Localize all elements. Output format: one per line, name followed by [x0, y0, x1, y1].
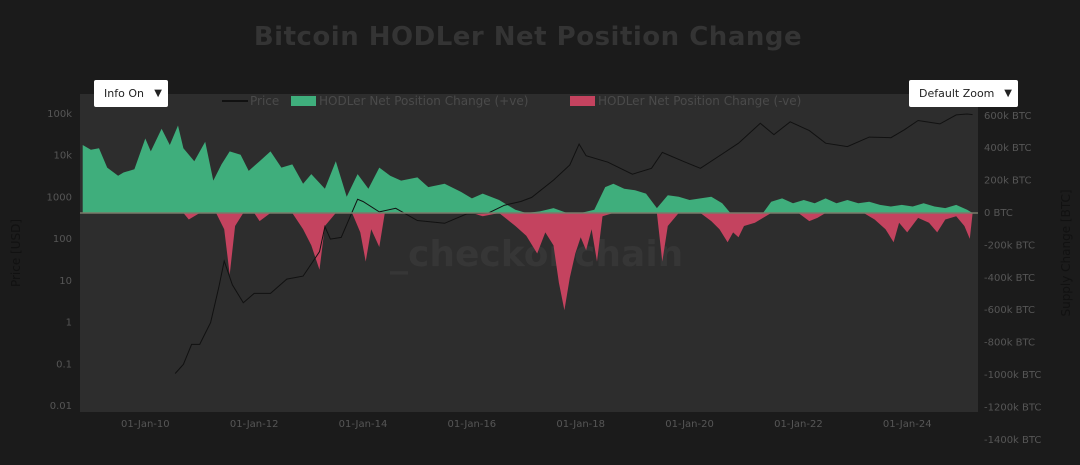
- y-right-axis-title: Supply Change [BTC]: [1059, 189, 1073, 316]
- x-tick-label: 01-Jan-24: [883, 419, 932, 430]
- x-tick-label: 01-Jan-22: [774, 419, 823, 430]
- legend-label[interactable]: HODLer Net Position Change (+ve): [319, 94, 528, 108]
- legend-label[interactable]: HODLer Net Position Change (-ve): [598, 94, 801, 108]
- y-left-tick-label: 100k: [47, 109, 72, 120]
- series-negative-area[interactable]: [82, 213, 973, 311]
- series-positive-area[interactable]: [82, 125, 973, 214]
- y-right-tick-label: -1000k BTC: [984, 370, 1041, 381]
- info-toggle-dropdown[interactable]: Info On ▼: [94, 80, 168, 107]
- x-tick-labels: 01-Jan-10 01-Jan-12 01-Jan-14 01-Jan-16 01-J…: [121, 419, 932, 430]
- x-tick-label: 01-Jan-20: [665, 419, 714, 430]
- y-left-tick-label: 100: [53, 234, 72, 245]
- dropdown-caret-icon: ▼: [154, 88, 162, 99]
- y-right-tick-label: 400k BTC: [984, 143, 1031, 154]
- x-tick-label: 01-Jan-18: [556, 419, 605, 430]
- y-right-tick-label: -400k BTC: [984, 273, 1035, 284]
- y-left-tick-label: 10: [59, 276, 72, 287]
- x-tick-label: 01-Jan-10: [121, 419, 170, 430]
- legend-positive-swatch[interactable]: [291, 96, 316, 106]
- y-right-tick-label: -1400k BTC: [984, 435, 1041, 446]
- y-left-tick-label: 0.01: [50, 401, 72, 412]
- series-layer: [82, 113, 973, 374]
- chart-title: Bitcoin HODLer Net Position Change: [253, 22, 803, 52]
- x-tick-label: 01-Jan-16: [448, 419, 497, 430]
- info-toggle-label: Info On: [104, 87, 144, 100]
- zoom-dropdown[interactable]: Default Zoom ▼: [909, 80, 1018, 107]
- y-right-tick-label: -200k BTC: [984, 240, 1035, 251]
- y-right-tick-label: -800k BTC: [984, 338, 1035, 349]
- y-left-tick-label: 0.1: [56, 359, 72, 370]
- y-right-tick-label: -1200k BTC: [984, 402, 1041, 413]
- series-price-line[interactable]: [174, 113, 973, 374]
- dropdown-caret-icon: ▼: [1004, 88, 1012, 99]
- y-left-axis-title: Price [USD]: [9, 219, 23, 287]
- x-tick-label: 01-Jan-12: [230, 419, 279, 430]
- legend[interactable]: Price HODLer Net Position Change (+ve) HOD…: [222, 94, 801, 108]
- y-right-tick-label: -600k BTC: [984, 305, 1035, 316]
- x-tick-label: 01-Jan-14: [339, 419, 388, 430]
- zoom-label: Default Zoom: [919, 87, 995, 100]
- legend-label[interactable]: Price: [250, 94, 279, 108]
- y-right-tick-label: 200k BTC: [984, 176, 1031, 187]
- y-right-tick-label: 600k BTC: [984, 111, 1031, 122]
- legend-negative-swatch[interactable]: [570, 96, 595, 106]
- y-left-tick-label: 10k: [53, 151, 72, 162]
- y-left-tick-labels: 100k 10k 1000 100 10 1 0.1 0.01: [47, 109, 73, 412]
- y-right-tick-labels: 600k BTC 400k BTC 200k BTC 0 BTC -200k BTC -4…: [984, 111, 1041, 446]
- y-left-tick-label: 1000: [47, 192, 72, 203]
- y-right-tick-label: 0 BTC: [984, 208, 1013, 219]
- y-left-tick-label: 1: [66, 318, 72, 329]
